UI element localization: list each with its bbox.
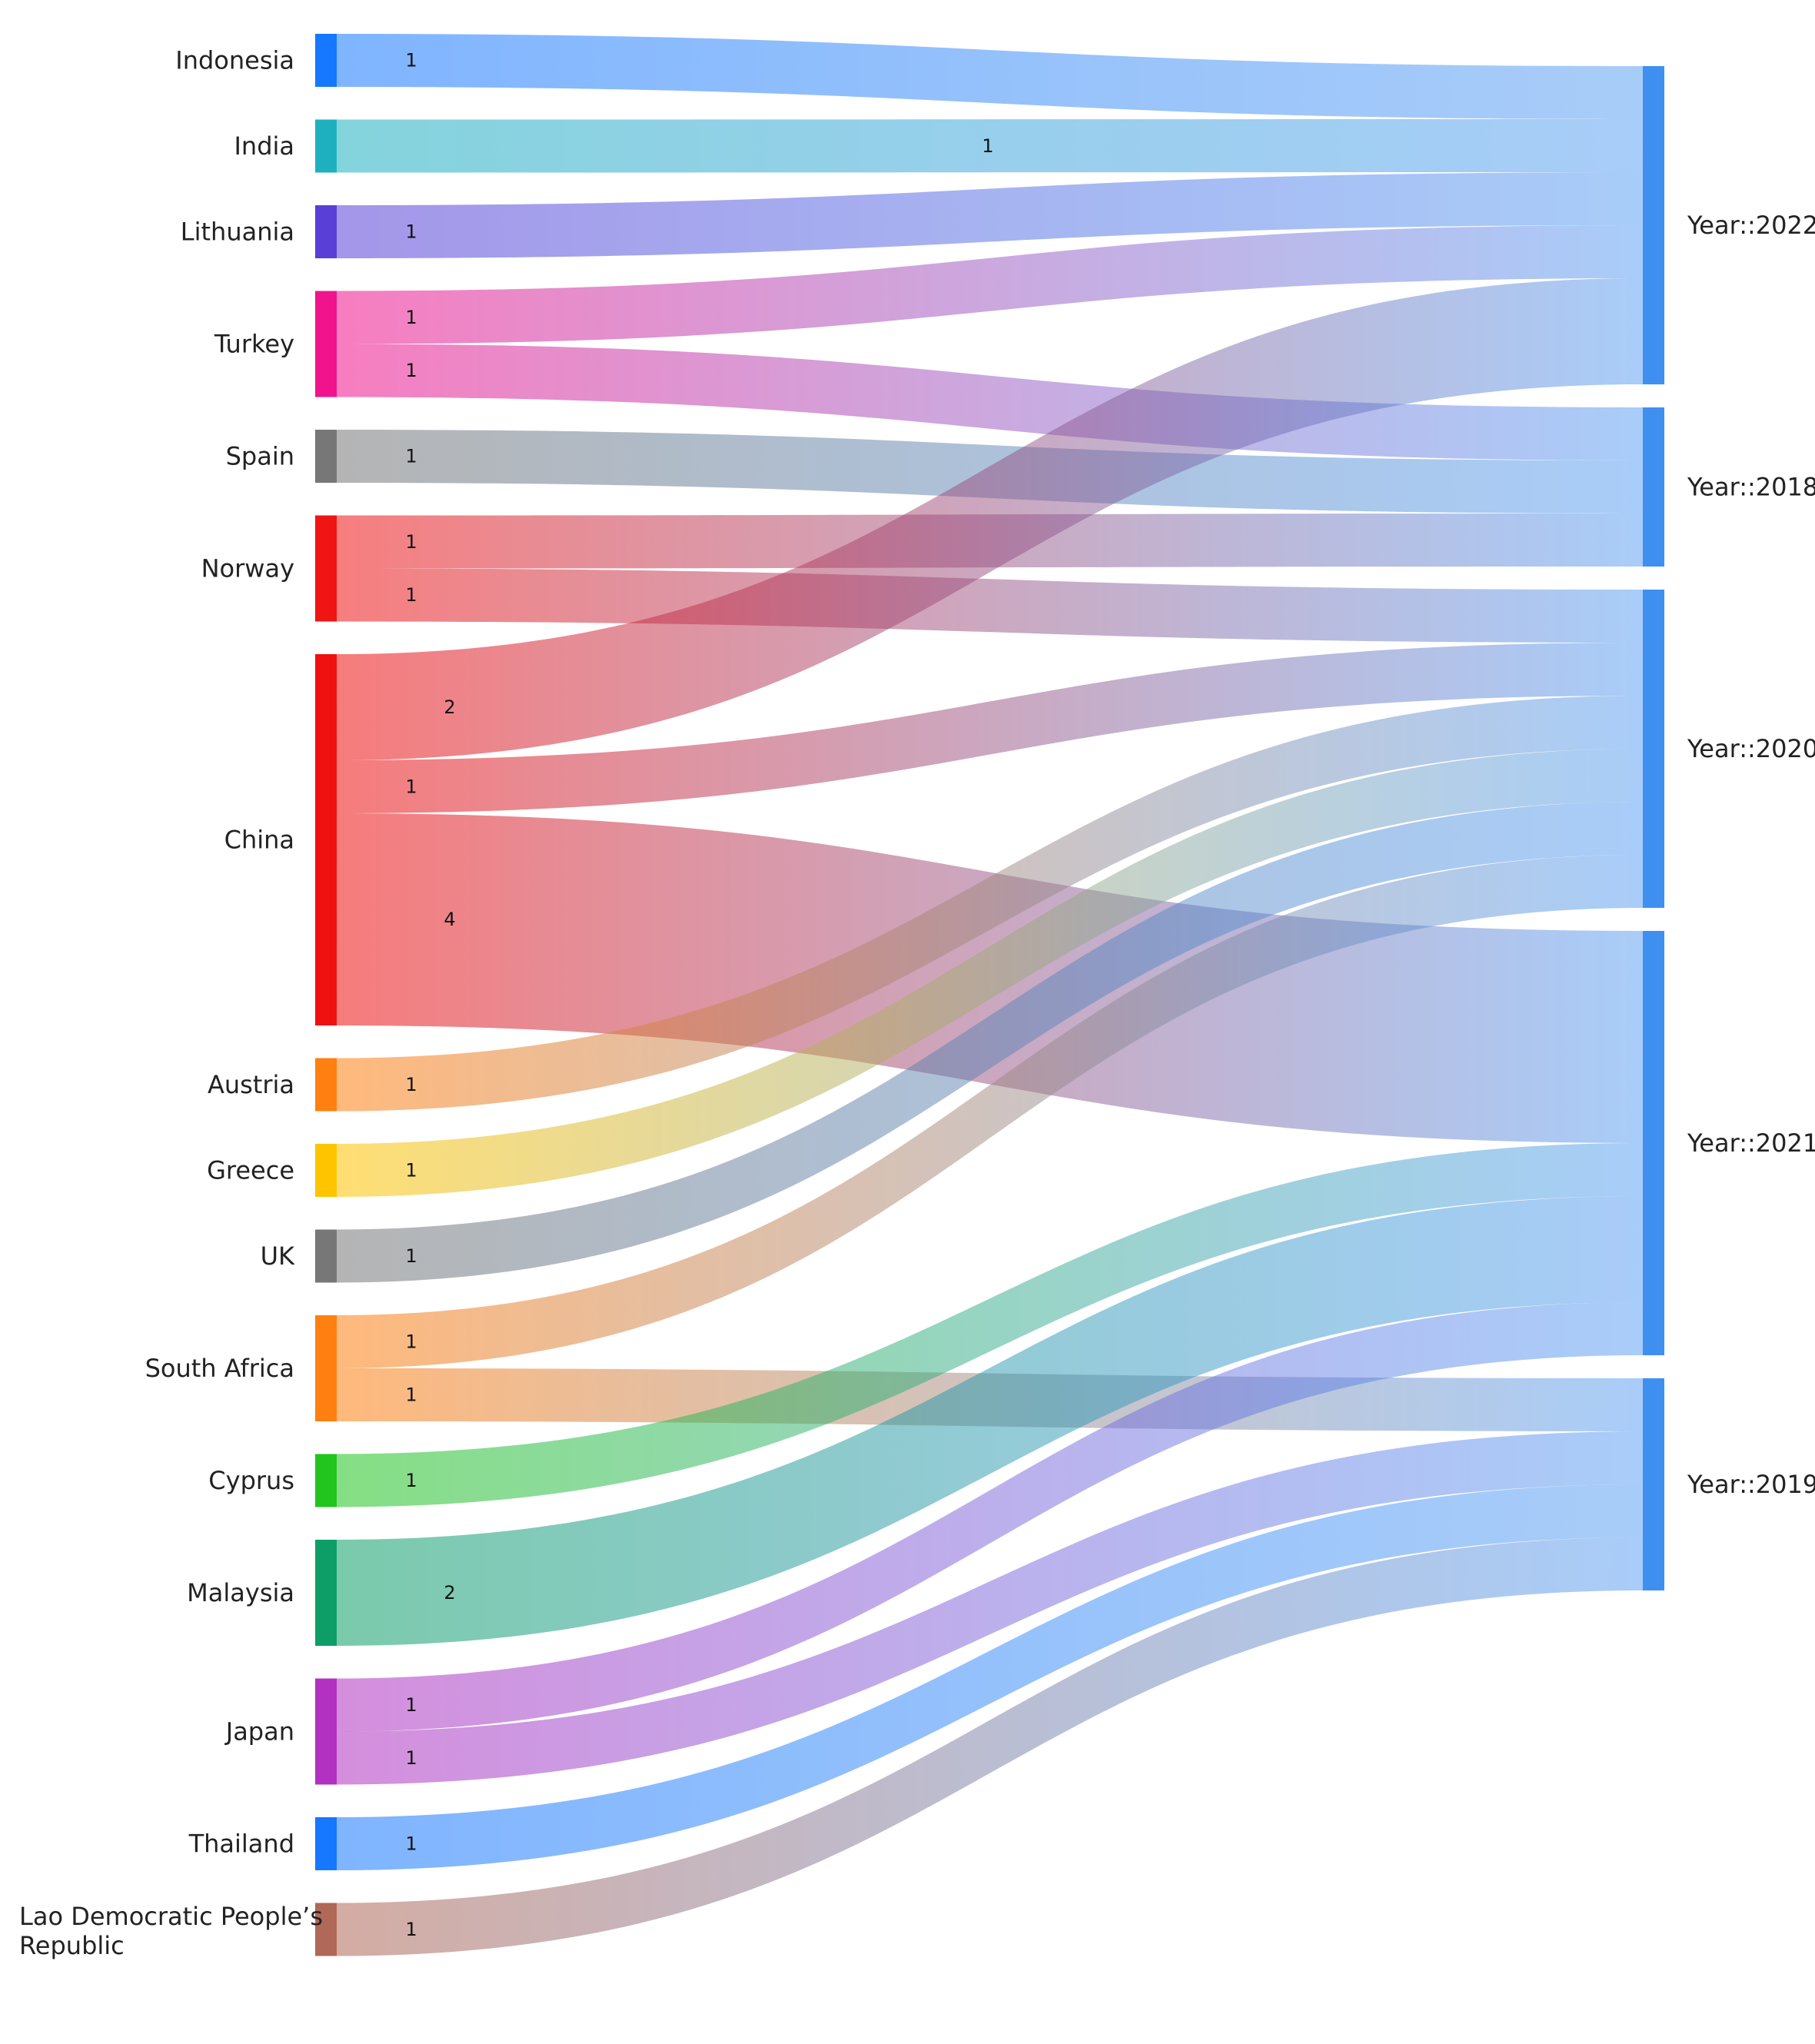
node-uk bbox=[315, 1229, 337, 1283]
link-lao-democratic-people-s-republic-to-year-2019 bbox=[337, 1537, 1643, 1956]
labels-layer: 1 1 1 1 1 1 1 1 2 1 4 1 1 1 1 1 1 2 1 1 1 1 Indonesia India Lith… bbox=[19, 46, 1815, 1961]
node-south-africa bbox=[315, 1315, 337, 1421]
link-value-label: 2 bbox=[444, 1582, 455, 1604]
node-label-india: India bbox=[234, 131, 294, 161]
node-norway bbox=[315, 515, 337, 622]
node-label-year-2022: Year::2022 bbox=[1687, 211, 1815, 240]
link-value-label: 4 bbox=[444, 909, 455, 930]
link-value-label: 1 bbox=[405, 1833, 417, 1855]
node-lithuania bbox=[315, 205, 337, 258]
node-year-2021 bbox=[1643, 931, 1664, 1355]
link-india-to-year-2022 bbox=[337, 119, 1643, 173]
link-china-to-year-2022 bbox=[337, 278, 1643, 760]
link-value-label: 1 bbox=[405, 50, 417, 71]
node-label-malaysia: Malaysia bbox=[187, 1578, 294, 1607]
node-label-china: China bbox=[224, 826, 294, 855]
link-malaysia-to-year-2021 bbox=[337, 1196, 1643, 1646]
node-lao-democratic-people-s-republic bbox=[315, 1903, 337, 1956]
link-value-label: 1 bbox=[405, 1694, 417, 1716]
node-spain bbox=[315, 430, 337, 483]
link-value-label: 1 bbox=[405, 1384, 417, 1406]
link-value-label: 1 bbox=[405, 1331, 417, 1353]
link-uk-to-year-2020 bbox=[337, 802, 1643, 1283]
link-austria-to-year-2020 bbox=[337, 696, 1643, 1112]
node-malaysia bbox=[315, 1540, 337, 1646]
node-label-japan: Japan bbox=[224, 1717, 294, 1747]
link-greece-to-year-2020 bbox=[337, 749, 1643, 1197]
link-value-label: 1 bbox=[405, 776, 417, 798]
link-value-label: 1 bbox=[405, 1747, 417, 1769]
node-label-spain: Spain bbox=[226, 442, 294, 471]
link-value-label: 1 bbox=[405, 531, 417, 553]
node-china bbox=[315, 654, 337, 1025]
node-turkey bbox=[315, 291, 337, 397]
link-value-label: 1 bbox=[405, 1919, 417, 1940]
link-lithuania-to-year-2022 bbox=[337, 172, 1643, 258]
node-label-year-2020: Year::2020 bbox=[1687, 734, 1815, 763]
node-label-indonesia: Indonesia bbox=[175, 46, 294, 75]
link-japan-to-year-2021 bbox=[337, 1302, 1643, 1732]
nodes-layer bbox=[315, 34, 1664, 1956]
node-austria bbox=[315, 1058, 337, 1112]
links-layer bbox=[337, 34, 1643, 1956]
node-year-2020 bbox=[1643, 590, 1664, 908]
link-norway-to-year-2020 bbox=[337, 568, 1643, 643]
link-value-label: 1 bbox=[405, 1074, 417, 1095]
link-turkey-to-year-2018 bbox=[337, 344, 1643, 460]
node-label-lithuania: Lithuania bbox=[181, 218, 294, 247]
node-japan bbox=[315, 1678, 337, 1785]
link-value-label: 1 bbox=[405, 584, 417, 606]
link-value-label: 1 bbox=[405, 307, 417, 328]
node-label-thailand: Thailand bbox=[188, 1830, 294, 1859]
link-indonesia-to-year-2022 bbox=[337, 34, 1643, 119]
node-label-cyprus: Cyprus bbox=[208, 1466, 294, 1495]
node-label-uk: UK bbox=[261, 1241, 295, 1271]
link-cyprus-to-year-2021 bbox=[337, 1143, 1643, 1507]
link-south-africa-to-year-2020 bbox=[337, 855, 1643, 1368]
link-japan-to-year-2019 bbox=[337, 1431, 1643, 1785]
node-label-year-2019: Year::2019 bbox=[1687, 1470, 1815, 1499]
node-label-year-2021: Year::2021 bbox=[1687, 1128, 1815, 1158]
link-china-to-year-2020 bbox=[337, 643, 1643, 813]
node-label-norway: Norway bbox=[201, 554, 294, 583]
node-cyprus bbox=[315, 1454, 337, 1507]
node-year-2018 bbox=[1643, 407, 1664, 567]
link-value-label: 1 bbox=[405, 446, 417, 467]
link-value-label: 1 bbox=[405, 221, 417, 243]
link-turkey-to-year-2022 bbox=[337, 225, 1643, 344]
node-label-austria: Austria bbox=[208, 1070, 294, 1099]
node-label-greece: Greece bbox=[207, 1156, 294, 1185]
link-value-label: 2 bbox=[444, 696, 455, 718]
link-value-label: 1 bbox=[982, 135, 993, 157]
node-thailand bbox=[315, 1817, 337, 1870]
node-year-2022 bbox=[1643, 66, 1664, 384]
node-label-lao-democratic-people-s-republic: Lao Democratic People’s Republic bbox=[19, 1902, 323, 1960]
link-thailand-to-year-2019 bbox=[337, 1484, 1643, 1870]
node-greece bbox=[315, 1144, 337, 1197]
node-indonesia bbox=[315, 34, 337, 87]
node-india bbox=[315, 119, 337, 173]
link-value-label: 1 bbox=[405, 360, 417, 381]
node-label-year-2018: Year::2018 bbox=[1687, 473, 1815, 502]
link-value-label: 1 bbox=[405, 1245, 417, 1267]
node-label-south-africa: South Africa bbox=[145, 1354, 294, 1383]
link-value-label: 1 bbox=[405, 1160, 417, 1182]
link-value-label: 1 bbox=[405, 1470, 417, 1491]
node-label-turkey: Turkey bbox=[214, 330, 294, 359]
node-year-2019 bbox=[1643, 1378, 1664, 1590]
